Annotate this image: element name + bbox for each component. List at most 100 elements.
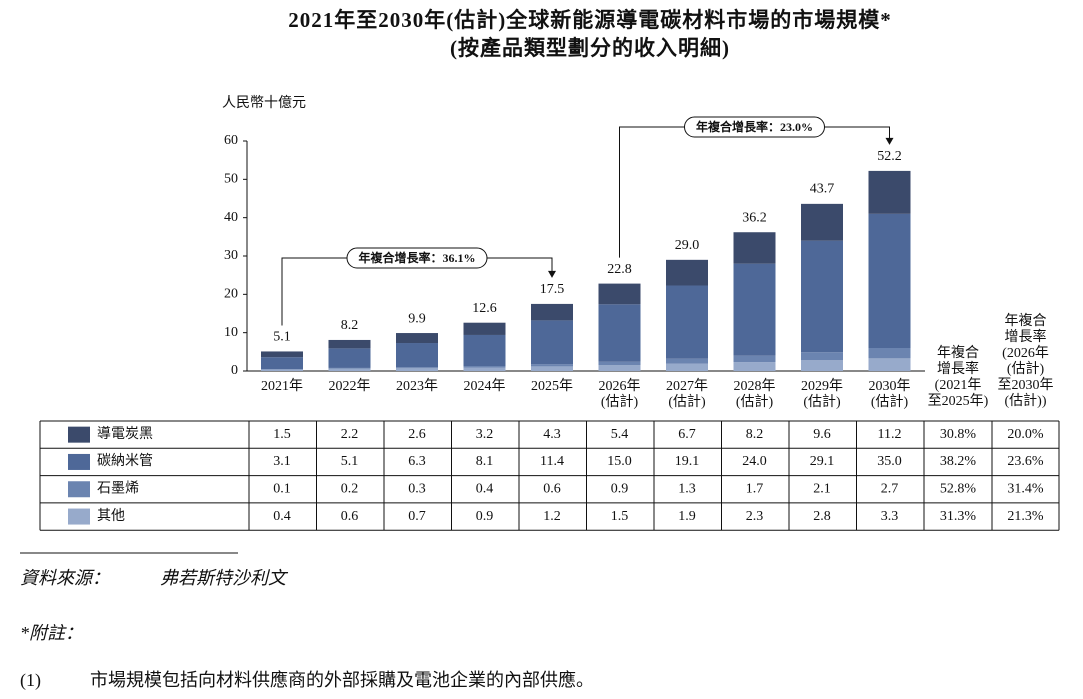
- y-tick-label: 60: [224, 133, 238, 148]
- table-value: 1.9: [678, 509, 696, 524]
- bar-segment: [261, 369, 303, 371]
- y-tick-label: 10: [224, 325, 238, 340]
- annotation-text: 年複合增長率：36.1%: [358, 250, 475, 265]
- table-value: 6.7: [678, 427, 696, 442]
- note-text: 市場規模包括向材料供應商的外部採購及電池企業的內部供應。: [90, 669, 594, 690]
- bar-segment: [733, 263, 776, 356]
- table-value: 2.3: [746, 509, 764, 524]
- bar-segment: [666, 363, 708, 371]
- legend-swatch: [68, 426, 90, 443]
- table-value: 6.3: [408, 454, 426, 469]
- table-value: 2.1: [813, 481, 831, 496]
- bar-segment: [666, 285, 708, 359]
- bar-segment: [328, 367, 371, 369]
- bar-segment: [666, 259, 708, 286]
- x-tick-label: 2025年: [531, 379, 573, 394]
- table-value: 0.1: [273, 481, 291, 496]
- legend-swatch: [68, 453, 90, 470]
- table-value: 11.4: [540, 454, 564, 469]
- bar-segment: [261, 351, 303, 358]
- bar-segment: [598, 365, 641, 371]
- bar-segment: [531, 303, 573, 321]
- bar-segment: [396, 368, 438, 371]
- bar-segment: [463, 366, 506, 368]
- x-tick-label: 2022年: [328, 379, 371, 394]
- bar-segment: [868, 348, 911, 359]
- total-label: 12.6: [472, 301, 497, 316]
- chart-title: 2021年至2030年(估計)全球新能源導電碳材料市場的市場規模*: [288, 8, 891, 32]
- bar-segment: [531, 320, 573, 365]
- x-tick-label: 2021年: [261, 379, 303, 394]
- bar-segment: [801, 240, 843, 353]
- total-label: 17.5: [540, 282, 565, 297]
- total-label: 52.2: [877, 149, 902, 164]
- cagr-header: 年複合 增長率 (2026年 (估計) 至2030年 (估計)): [997, 314, 1054, 409]
- bar-segment: [396, 367, 438, 369]
- table-value: 4.3: [543, 427, 561, 442]
- bar-segment: [396, 333, 438, 344]
- bar-segment: [801, 203, 843, 241]
- cagr-value: 52.8%: [940, 481, 977, 496]
- table-value: 1.5: [273, 427, 291, 442]
- table-value: 0.9: [476, 509, 494, 524]
- bar-segment: [531, 364, 573, 367]
- x-tick-label: 2028年 (估計): [733, 379, 776, 410]
- legend-label: 碳納米管: [97, 453, 153, 469]
- bar-segment: [261, 357, 303, 370]
- x-tick-label: 2023年: [396, 379, 438, 394]
- total-label: 29.0: [675, 238, 700, 253]
- cagr-value: 31.4%: [1007, 481, 1044, 496]
- table-value: 2.8: [813, 509, 831, 524]
- table-value: 8.1: [476, 454, 494, 469]
- y-axis-label: 人民幣十億元: [222, 95, 306, 111]
- table-value: 0.3: [408, 481, 426, 496]
- table-value: 3.1: [273, 454, 291, 469]
- bar-segment: [801, 352, 843, 361]
- table-value: 3.2: [476, 427, 494, 442]
- table-value: 0.4: [476, 481, 494, 496]
- total-label: 5.1: [273, 330, 291, 345]
- table-value: 9.6: [813, 427, 831, 442]
- bar-segment: [328, 368, 371, 371]
- table-value: 35.0: [877, 454, 902, 469]
- total-label: 36.2: [742, 210, 767, 225]
- table-value: 24.0: [742, 454, 767, 469]
- bar-segment: [463, 322, 506, 335]
- table-value: 1.7: [746, 481, 764, 496]
- y-tick-label: 20: [224, 287, 238, 302]
- table-value: 0.2: [341, 481, 359, 496]
- cagr-value: 21.3%: [1007, 509, 1044, 524]
- table-value: 5.4: [611, 427, 629, 442]
- table-value: 1.3: [678, 481, 696, 496]
- table-value: 19.1: [675, 454, 700, 469]
- bar-segment: [598, 304, 641, 362]
- table-value: 8.2: [746, 427, 764, 442]
- total-label: 9.9: [408, 311, 426, 326]
- annotation-arrow: [548, 270, 556, 278]
- bar-segment: [396, 343, 438, 368]
- bar-segment: [463, 367, 506, 371]
- bar-segment: [733, 355, 776, 363]
- cagr-value: 38.2%: [940, 454, 977, 469]
- cagr-value: 20.0%: [1007, 427, 1044, 442]
- table-value: 2.2: [341, 427, 359, 442]
- bar-segment: [666, 358, 708, 364]
- bar-segment: [868, 213, 911, 348]
- legend-swatch: [68, 508, 90, 525]
- table-value: 0.9: [611, 481, 629, 496]
- bar-segment: [598, 283, 641, 305]
- total-label: 22.8: [607, 262, 632, 277]
- table-value: 2.7: [881, 481, 899, 496]
- table-value: 1.2: [543, 509, 561, 524]
- bar-segment: [868, 170, 911, 214]
- table-value: 5.1: [341, 454, 359, 469]
- table-value: 0.4: [273, 509, 291, 524]
- bar-segment: [801, 360, 843, 371]
- annotation-box: [346, 247, 488, 269]
- total-label: 8.2: [341, 318, 359, 333]
- y-tick-label: 50: [224, 172, 238, 187]
- table-value: 2.6: [408, 427, 426, 442]
- cagr-value: 30.8%: [940, 427, 977, 442]
